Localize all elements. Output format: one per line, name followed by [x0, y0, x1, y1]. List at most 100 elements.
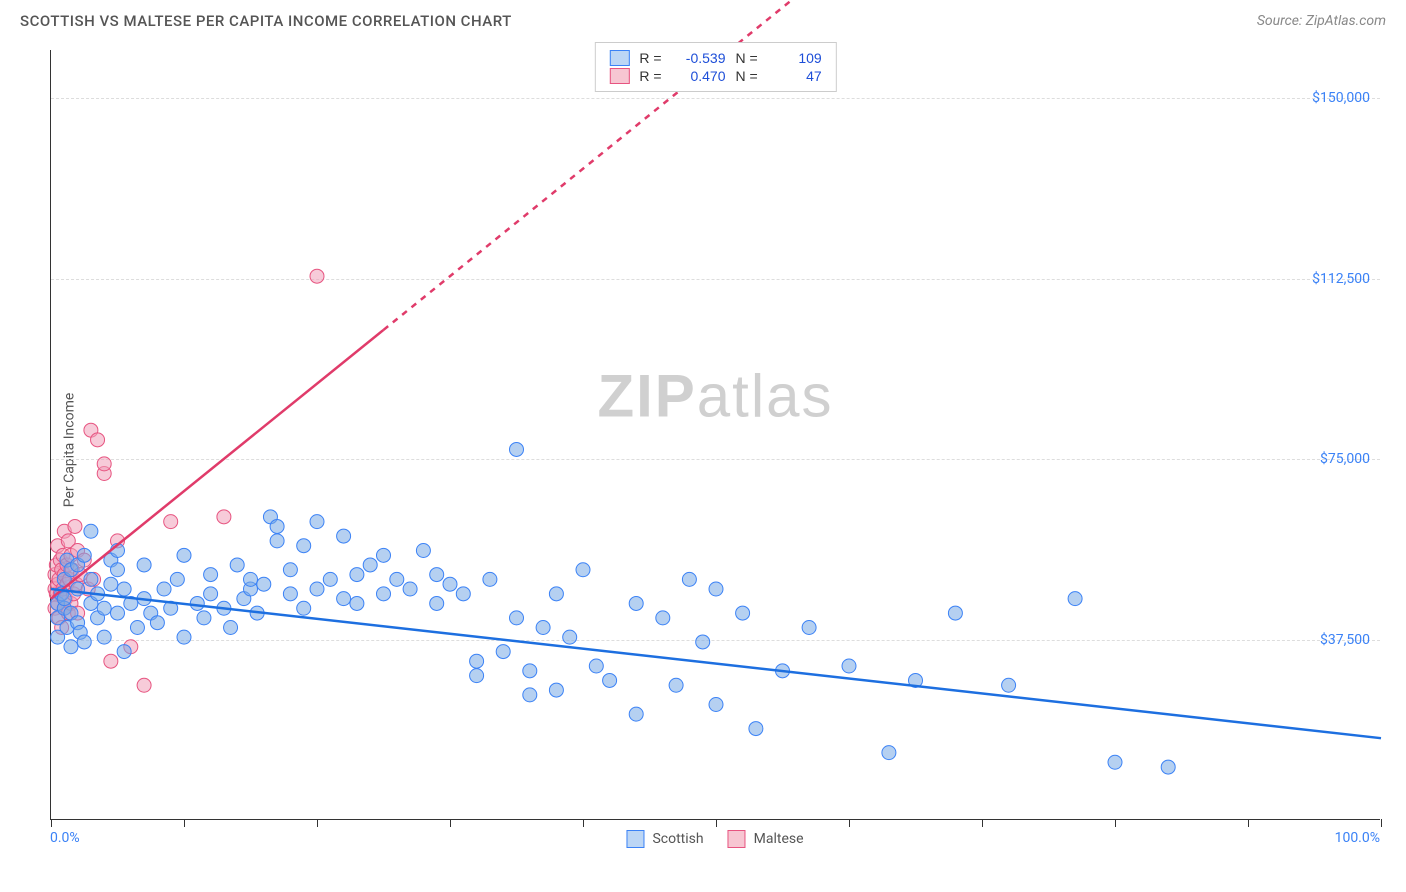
x-axis-max-label: 100.0%: [1335, 830, 1380, 846]
scatter-point: [244, 572, 258, 586]
scatter-point: [283, 587, 297, 601]
scatter-point: [709, 698, 723, 712]
legend-label-maltese: Maltese: [754, 831, 804, 847]
scatter-point: [882, 746, 896, 760]
scatter-point: [549, 587, 563, 601]
scatter-point: [97, 601, 111, 615]
scatter-point: [549, 683, 563, 697]
chart-container: Per Capita Income ZIPatlas $37,500$75,00…: [0, 40, 1406, 860]
scatter-point: [576, 563, 590, 577]
scatter-point: [57, 592, 71, 606]
stats-swatch-scottish: [609, 50, 629, 66]
x-tick: [184, 819, 185, 827]
scatter-point: [111, 606, 125, 620]
scatter-point: [197, 611, 211, 625]
scatter-point: [130, 621, 144, 635]
x-tick: [1248, 819, 1249, 827]
scatter-point: [629, 596, 643, 610]
x-tick: [1115, 819, 1116, 827]
scatter-point: [257, 577, 271, 591]
x-axis-row: 0.0% Scottish Maltese 100.0%: [50, 830, 1380, 860]
scatter-point: [204, 587, 218, 601]
scatter-point: [510, 442, 524, 456]
scatter-point: [536, 621, 550, 635]
scatter-point: [470, 654, 484, 668]
scatter-point: [104, 654, 118, 668]
scatter-point: [669, 678, 683, 692]
scatter-point: [323, 572, 337, 586]
x-tick: [317, 819, 318, 827]
legend-item-scottish: Scottish: [626, 830, 703, 848]
chart-title: SCOTTISH VS MALTESE PER CAPITA INCOME CO…: [20, 12, 512, 30]
stats-n-label: N =: [736, 50, 758, 66]
scatter-point: [137, 558, 151, 572]
scatter-point: [64, 640, 78, 654]
scatter-point: [217, 510, 231, 524]
source-attribution: Source: ZipAtlas.com: [1257, 13, 1386, 29]
plot-area: ZIPatlas $37,500$75,000$112,500$150,000 …: [50, 50, 1380, 820]
scatter-point: [1108, 755, 1122, 769]
x-tick: [450, 819, 451, 827]
scatter-point: [104, 577, 118, 591]
legend-label-scottish: Scottish: [652, 831, 703, 847]
scatter-point: [523, 688, 537, 702]
stats-r-value-maltese: 0.470: [672, 68, 726, 84]
scatter-point: [456, 587, 470, 601]
scatter-point: [377, 587, 391, 601]
scatter-point: [164, 515, 178, 529]
scatter-point: [802, 621, 816, 635]
scatter-point: [117, 645, 131, 659]
stats-row-scottish: R = -0.539 N = 109: [609, 49, 821, 67]
stats-n-value-maltese: 47: [768, 68, 822, 84]
x-tick: [982, 819, 983, 827]
scatter-point: [337, 592, 351, 606]
scatter-point: [204, 568, 218, 582]
legend-item-maltese: Maltese: [728, 830, 804, 848]
scatter-point: [224, 621, 238, 635]
scatter-point: [523, 664, 537, 678]
scatter-point: [97, 630, 111, 644]
stats-legend-box: R = -0.539 N = 109 R = 0.470 N = 47: [594, 42, 836, 92]
scatter-point: [682, 572, 696, 586]
scatter-point: [403, 582, 417, 596]
scatter-point: [283, 563, 297, 577]
scatter-point: [563, 630, 577, 644]
scatter-point: [310, 515, 324, 529]
plot-svg: [51, 50, 1380, 819]
scatter-point: [84, 572, 98, 586]
legend-swatch-scottish: [626, 830, 644, 848]
scatter-point: [430, 596, 444, 610]
scatter-point: [310, 582, 324, 596]
scatter-point: [157, 582, 171, 596]
scatter-point: [117, 582, 131, 596]
x-tick: [1381, 819, 1382, 827]
scatter-point: [696, 635, 710, 649]
scatter-point: [603, 673, 617, 687]
scatter-point: [589, 659, 603, 673]
stats-r-label: R =: [639, 68, 661, 84]
scatter-point: [97, 457, 111, 471]
scatter-point: [297, 539, 311, 553]
stats-row-maltese: R = 0.470 N = 47: [609, 67, 821, 85]
scatter-point: [483, 572, 497, 586]
scatter-point: [337, 529, 351, 543]
x-tick: [716, 819, 717, 827]
scatter-point: [350, 568, 364, 582]
scatter-point: [416, 544, 430, 558]
stats-swatch-maltese: [609, 68, 629, 84]
x-axis-min-label: 0.0%: [50, 830, 80, 846]
scatter-point: [496, 645, 510, 659]
scatter-point: [84, 524, 98, 538]
scatter-point: [656, 611, 670, 625]
scatter-point: [470, 669, 484, 683]
bottom-legend: Scottish Maltese: [626, 830, 803, 848]
scatter-point: [377, 548, 391, 562]
scatter-point: [71, 582, 85, 596]
scatter-point: [443, 577, 457, 591]
stats-n-value-scottish: 109: [768, 50, 822, 66]
scatter-point: [709, 582, 723, 596]
scatter-point: [111, 563, 125, 577]
scatter-point: [190, 596, 204, 610]
scatter-point: [1068, 592, 1082, 606]
scatter-point: [363, 558, 377, 572]
